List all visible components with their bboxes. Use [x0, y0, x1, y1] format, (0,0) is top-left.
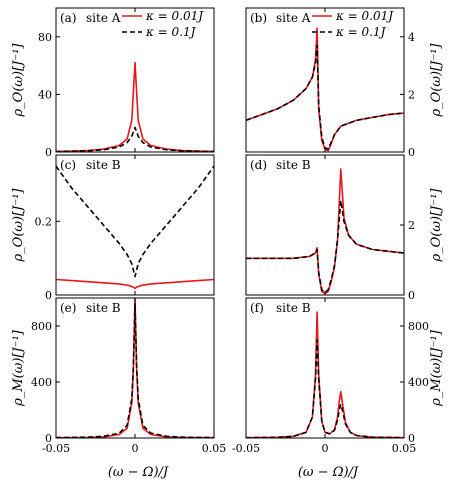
series-line-kappa-0.01J — [55, 61, 215, 153]
legend-label: κ = 0.01J — [145, 9, 204, 23]
series-line-kappa-0.1J — [55, 302, 215, 439]
y-axis-label: ρ_O(ω)[J⁻¹] — [11, 43, 26, 118]
panel-c: 0 0.2 ρ_O(ω)[J⁻¹] (c) site B — [11, 154, 215, 302]
y-axis-label: ρ_M(ω)[J⁻¹] — [11, 329, 26, 407]
y-axis-label: ρ_M(ω)[J⁻¹] — [429, 329, 444, 407]
panel-letter: (c) — [60, 158, 76, 172]
x-tick-label: 0 — [322, 442, 329, 455]
panel-letter: (a) — [60, 11, 77, 25]
panel-b: 0 2 4 ρ_O(ω)[J⁻¹] (b) site A κ = 0.01J κ = 0.1J — [245, 7, 444, 159]
y-tick-label: 400 — [31, 376, 52, 389]
y-tick-label: 800 — [408, 320, 429, 333]
series-line-kappa-0.01J — [245, 311, 405, 439]
series-line-kappa-0.1J — [55, 126, 215, 153]
site-label: site B — [86, 301, 121, 315]
panel-d: 0 2 ρ_O(ω)[J⁻¹] (d) site B — [245, 154, 444, 302]
series-line-kappa-0.1J — [55, 165, 215, 278]
plot-frame — [245, 154, 405, 296]
y-tick-label: 0 — [45, 146, 52, 159]
series-line-kappa-0.1J — [245, 339, 405, 439]
x-tick-label: 0 — [132, 442, 139, 455]
y-tick-label: 4 — [408, 31, 415, 44]
y-axis-label: ρ_O(ω)[J⁻¹] — [429, 43, 444, 118]
y-tick-label: 0 — [408, 146, 415, 159]
site-label: site A — [276, 11, 311, 25]
y-axis-label: ρ_O(ω)[J⁻¹] — [11, 188, 26, 263]
x-tick-label: -0.05 — [42, 442, 70, 455]
panel-a: 0 40 80 ρ_O(ω)[J⁻¹] (a) site A κ = 0.01J κ = 0.… — [11, 7, 215, 159]
plot-frame — [245, 297, 405, 439]
x-tick-label: 0.05 — [392, 442, 417, 455]
y-tick-label: 400 — [408, 376, 429, 389]
site-label: site A — [86, 11, 121, 25]
y-tick-label: 2 — [408, 219, 415, 232]
y-tick-label: 2 — [408, 88, 415, 101]
x-axis-label-left: (ω − Ω)/J — [108, 465, 169, 480]
y-tick-label: 80 — [38, 31, 52, 44]
series-line-kappa-0.1J — [245, 44, 405, 150]
series-line-kappa-0.01J — [55, 278, 215, 290]
site-label: site B — [86, 158, 121, 172]
y-tick-label: 40 — [38, 88, 52, 101]
panel-letter: (f) — [250, 301, 264, 315]
series-line-kappa-0.01J — [246, 168, 405, 295]
legend-label: κ = 0.1J — [335, 25, 387, 39]
y-tick-label: 0 — [45, 432, 52, 445]
y-tick-label: 0 — [45, 289, 52, 302]
y-tick-label: 0.2 — [35, 215, 53, 228]
panel-letter: (e) — [60, 301, 76, 315]
site-label: site B — [276, 158, 311, 172]
y-tick-label: 800 — [31, 320, 52, 333]
panel-letter: (b) — [250, 11, 267, 25]
y-tick-label: 0 — [408, 432, 415, 445]
y-tick-label: 0 — [408, 289, 415, 302]
legend-label: κ = 0.01J — [335, 9, 394, 23]
legend-label: κ = 0.1J — [145, 25, 197, 39]
y-axis-label: ρ_O(ω)[J⁻¹] — [429, 188, 444, 263]
x-tick-label: -0.05 — [232, 442, 260, 455]
x-axis-label-right: (ω − Ω)/J — [298, 465, 359, 480]
series-line-kappa-0.01J — [245, 27, 405, 152]
series-line-kappa-0.1J — [246, 199, 405, 293]
site-label: site B — [276, 301, 311, 315]
x-tick-label: 0.05 — [202, 442, 227, 455]
panel-letter: (d) — [250, 158, 267, 172]
